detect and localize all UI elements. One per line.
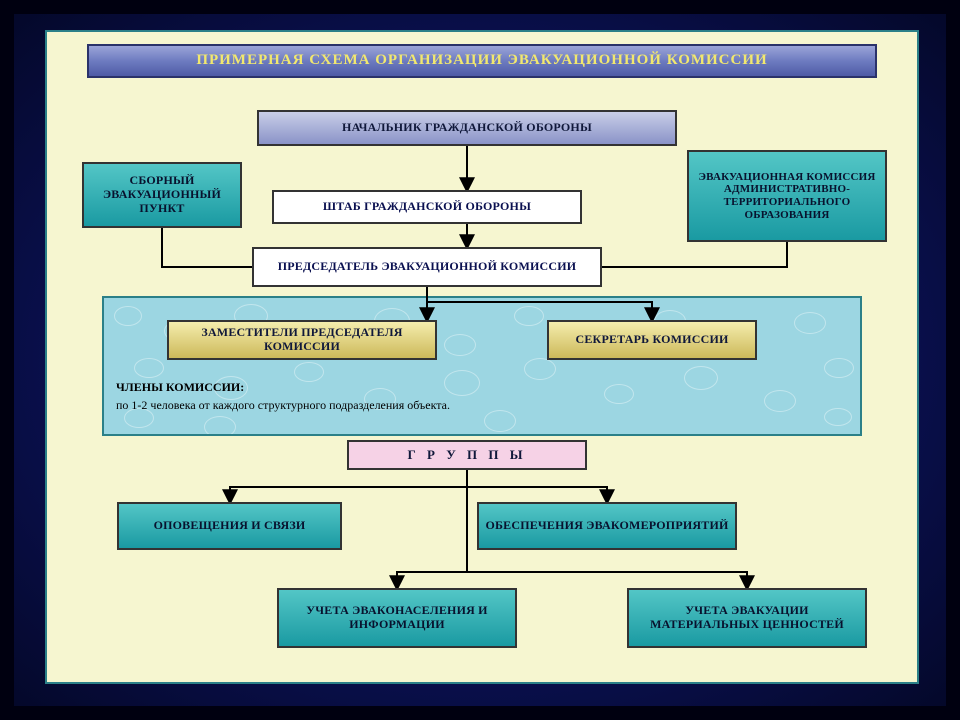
group-notification-comms: ОПОВЕЩЕНИЯ И СВЯЗИ	[117, 502, 342, 550]
node-deputy-chairmen: ЗАМЕСТИТЕЛИ ПРЕДСЕДАТЕЛЯ КОМИССИИ	[167, 320, 437, 360]
members-heading: ЧЛЕНЫ КОМИССИИ:	[116, 380, 244, 395]
title-box: ПРИМЕРНАЯ СХЕМА ОРГАНИЗАЦИИ ЭВАКУАЦИОННО…	[87, 44, 877, 78]
node-groups-label: Г Р У П П Ы	[347, 440, 587, 470]
members-text: по 1-2 человека от каждого структурного …	[116, 398, 450, 413]
node-evac-commission-admin: ЭВАКУАЦИОННАЯ КОМИССИЯ АДМИНИСТРАТИВНО-Т…	[687, 150, 887, 242]
water-texture	[104, 298, 860, 434]
group-material-values: УЧЕТА ЭВАКУАЦИИ МАТЕРИАЛЬНЫХ ЦЕННОСТЕЙ	[627, 588, 867, 648]
node-chief-civil-defense: НАЧАЛЬНИК ГРАЖДАНСКОЙ ОБОРОНЫ	[257, 110, 677, 146]
diagram-panel: ПРИМЕРНАЯ СХЕМА ОРГАНИЗАЦИИ ЭВАКУАЦИОННО…	[45, 30, 919, 684]
node-secretary: СЕКРЕТАРЬ КОМИССИИ	[547, 320, 757, 360]
commission-members-panel: ЧЛЕНЫ КОМИССИИ: по 1-2 человека от каждо…	[102, 296, 862, 436]
node-civil-defense-hq: ШТАБ ГРАЖДАНСКОЙ ОБОРОНЫ	[272, 190, 582, 224]
group-population-accounting: УЧЕТА ЭВАКОНАСЕЛЕНИЯ И ИНФОРМАЦИИ	[277, 588, 517, 648]
group-evac-support: ОБЕСПЕЧЕНИЯ ЭВАКОМЕРОПРИЯТИЙ	[477, 502, 737, 550]
node-assembly-evac-point: СБОРНЫЙ ЭВАКУАЦИОННЫЙ ПУНКТ	[82, 162, 242, 228]
node-commission-chairman: ПРЕДСЕДАТЕЛЬ ЭВАКУАЦИОННОЙ КОМИССИИ	[252, 247, 602, 287]
